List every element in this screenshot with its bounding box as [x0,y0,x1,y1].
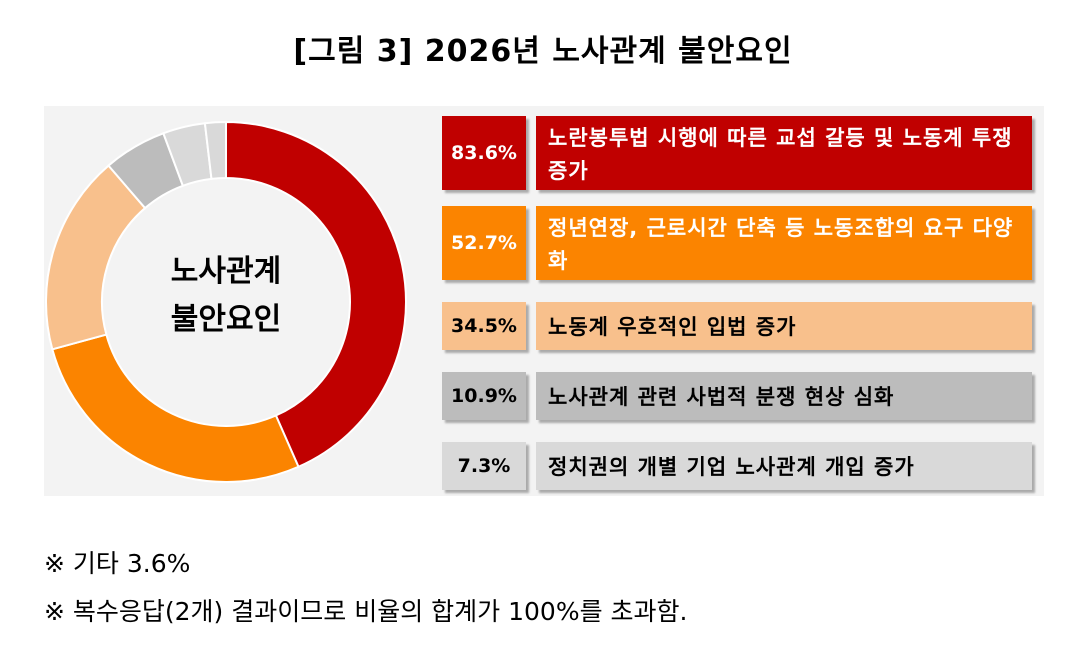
legend-value-4: 10.9% [442,372,526,420]
center-label-line2: 불안요인 [170,302,282,337]
donut-slice-1 [225,120,407,469]
footnotes: ※ 기타 3.6% ※ 복수응답(2개) 결과이므로 비율의 합계가 100%를… [44,540,687,636]
legend-value-1: 83.6% [442,116,526,190]
donut-slice-2 [51,333,300,483]
donut-slice-3 [45,164,147,351]
legend-label-4: 노사관계 관련 사법적 분쟁 현상 심화 [536,372,1032,420]
legend-value-2: 52.7% [442,206,526,280]
donut-chart [45,120,407,483]
footnote-other: ※ 기타 3.6% [44,549,191,578]
center-label-line1: 노사관계 [170,254,282,289]
donut-slice-6 [203,120,227,180]
legend-label-5: 정치권의 개별 기업 노사관계 개입 증가 [536,442,1032,490]
chart-panel: 노사관계 불안요인 83.6% 노란봉투법 시행에 따른 교섭 갈등 및 노동계… [44,106,1044,496]
legend-label-2: 정년연장, 근로시간 단축 등 노동조합의 요구 다양화 [536,206,1032,280]
footnote-multiple-response: ※ 복수응답(2개) 결과이므로 비율의 합계가 100%를 초과함. [44,597,688,626]
legend-label-3: 노동계 우호적인 입법 증가 [536,302,1032,350]
chart-title: [그림 3] 2026년 노사관계 불안요인 [293,34,793,69]
legend-value-5: 7.3% [442,442,526,490]
legend-value-3: 34.5% [442,302,526,350]
donut-center-label: 노사관계 불안요인 [142,248,310,344]
legend-label-1: 노란봉투법 시행에 따른 교섭 갈등 및 노동계 투쟁 증가 [536,116,1032,190]
